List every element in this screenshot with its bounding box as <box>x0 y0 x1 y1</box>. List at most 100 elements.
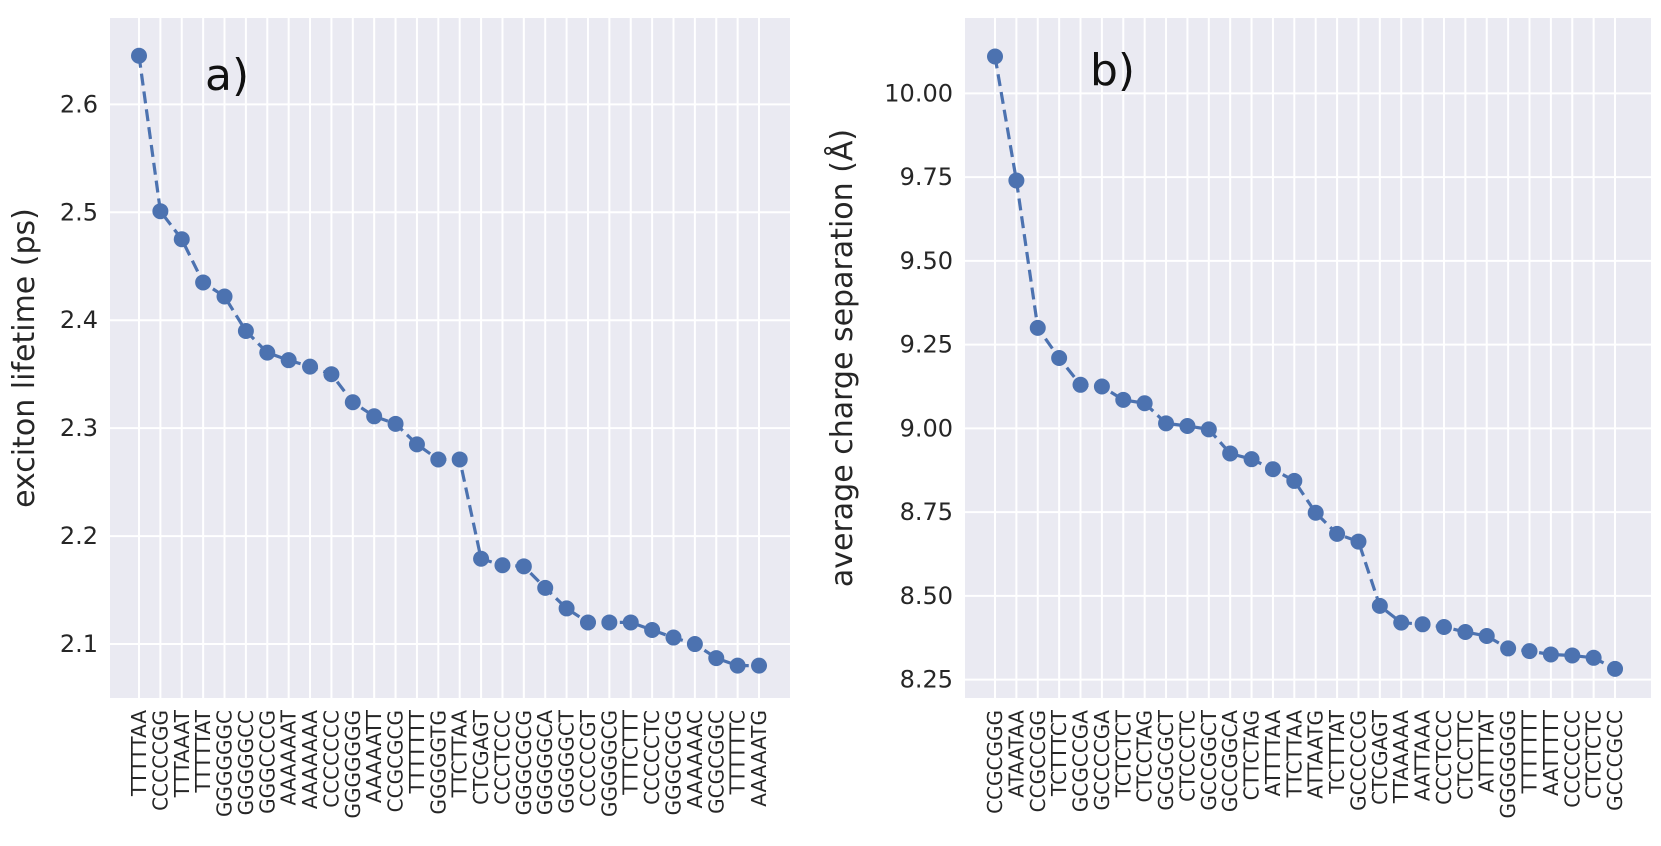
panel-b-x-tick-label: ATTTTAT <box>1475 709 1499 793</box>
panel-b-data-point <box>1158 415 1175 432</box>
panel-a-y-axis-label: exciton lifetime (ps) <box>7 208 42 508</box>
panel-b-data-point <box>1457 624 1474 641</box>
panel-a-x-tick-label: GGGCGCG <box>662 710 686 815</box>
panel-a-x-tick-label: TTTCTTT <box>619 709 643 795</box>
panel-a-x-tick-label: CTCGAGT <box>469 709 493 805</box>
panel-b-x-tick-label: GCCCCGA <box>1090 710 1114 811</box>
panel-a-y-tick-label: 2.3 <box>60 414 98 442</box>
panel-b-data-point <box>1607 660 1624 677</box>
panel-b-data-point <box>1393 614 1410 631</box>
panel-a-x-ticks: TTTTTAACCCCCGGTTTAAATTTTTTATGGGGGGCGGGGG… <box>127 709 771 818</box>
panel-b-data-point <box>1371 597 1388 614</box>
panel-a-x-tick-label: GGGGGGC <box>213 710 237 817</box>
panel-b-x-tick-label: TCTTTAT <box>1325 709 1349 795</box>
panel-a-x-tick-label: GGGCGCG <box>512 710 536 815</box>
panel-a-data-point <box>152 203 169 220</box>
panel-a-x-tick-label: CCCTCCC <box>490 710 514 805</box>
panel-a-x-tick-label: TTTTTAA <box>127 710 151 797</box>
panel-a-label: a) <box>205 50 249 101</box>
panel-b-y-tick-label: 8.50 <box>900 582 953 610</box>
panel-a-data-point <box>665 629 682 646</box>
panel-b-y-tick-label: 9.25 <box>900 331 953 359</box>
panel-b-y-tick-label: 8.75 <box>900 498 953 526</box>
panel-b-data-point <box>987 48 1003 65</box>
panel-a-points <box>131 47 768 674</box>
panel-a-x-tick-label: TTTTTTT <box>405 709 429 794</box>
panel-b-y-tick-label: 9.00 <box>900 414 953 442</box>
panel-b-x-tick-label: GCCCGCC <box>1603 710 1627 811</box>
panel-b-x-tick-label: GCCCCCG <box>1346 710 1370 811</box>
panel-a-data-point <box>729 657 746 674</box>
panel-a-x-tick-label: AAAAAAA <box>298 710 322 809</box>
panel-a-data-point <box>430 451 447 468</box>
panel-b-data-point <box>1585 649 1602 666</box>
panel-b-y-tick-label: 9.50 <box>900 247 953 275</box>
panel-a-x-tick-label: GCGCGGC <box>704 710 728 814</box>
panel-a-y-tick-label: 2.4 <box>60 306 98 334</box>
panel-a-y-ticks: 2.1 2.2 2.3 2.4 2.5 2.6 <box>60 90 98 658</box>
panel-b-x-tick-label: TCTTTCT <box>1047 709 1071 797</box>
panel-a-x-tick-label: TTTTTTC <box>726 710 750 795</box>
panel-a-data-point <box>473 550 490 567</box>
panel-b-x-tick-label: TTAAAAA <box>1389 710 1413 804</box>
panel-a-data-point <box>751 657 768 674</box>
panel-a-x-tick-label: AAAAATT <box>362 709 386 803</box>
panel-b-x-tick-label: CTCCTAG <box>1133 710 1157 802</box>
panel-b-data-point <box>1051 350 1068 366</box>
panel-b-data-point <box>1008 172 1025 189</box>
panel-b-y-axis-label: average charge separation (Å) <box>824 129 860 587</box>
panel-a-x-tick-label: TTTAAAT <box>170 709 194 798</box>
panel-a-data-point <box>644 622 661 638</box>
panel-b-data-point <box>1179 418 1196 434</box>
panel-b-x-tick-label: CTCCTTC <box>1453 710 1477 800</box>
panel-a-x-tick-label: CCCCCGT <box>576 709 600 807</box>
panel-b-data-point <box>1029 319 1046 336</box>
panel-b-x-tick-label: CCCCCCC <box>1560 710 1584 808</box>
panel-b-data-point <box>1093 378 1110 395</box>
panel-a-data-point <box>558 600 575 617</box>
panel-a-data-point <box>259 344 276 361</box>
panel-a-data-point <box>216 288 233 305</box>
panel-b-x-tick-label: AATTAAA <box>1411 710 1435 801</box>
panel-b-data-point <box>1414 616 1431 633</box>
panel-a-plot-area <box>110 18 790 698</box>
panel-b-data-point <box>1115 391 1132 408</box>
panel-b-x-tick-label: CCGCCGG <box>1026 710 1050 812</box>
panel-a-data-point <box>366 408 383 425</box>
panel-b-data-point <box>1243 451 1260 468</box>
panel-b-data-point <box>1264 461 1281 478</box>
panel-b-x-tick-label: GGGGGGG <box>1496 710 1520 819</box>
panel-b-data-point <box>1521 643 1538 660</box>
panel-b-data-point <box>1478 628 1495 645</box>
panel-b-x-tick-label: ATTTTAA <box>1261 710 1285 797</box>
panel-b-data-point <box>1329 525 1346 542</box>
panel-b-x-tick-label: GCGCCGA <box>1069 710 1093 812</box>
panel-a-x-tick-label: GGGGGTG <box>426 710 450 815</box>
panel-b-y-tick-label: 8.25 <box>900 666 953 694</box>
panel-a-y-tick-label: 2.1 <box>60 630 98 658</box>
panel-a-x-tick-label: GGGGGCA <box>533 710 557 815</box>
panel-b-x-tick-label: TCTCTCT <box>1111 709 1135 798</box>
panel-a-data-point <box>344 394 361 411</box>
panel-b-y-tick-label: 9.75 <box>900 163 953 191</box>
panel-b-x-tick-label: GCCGGCT <box>1197 709 1221 810</box>
panel-b-data-point <box>1435 618 1452 635</box>
panel-a-y-tick-label: 2.5 <box>60 198 98 226</box>
panel-a-x-tick-label: GGGGGCC <box>234 710 258 815</box>
panel-a-x-tick-label: GGGCCCG <box>255 710 279 814</box>
panel-b-data-point <box>1222 445 1239 462</box>
panel-b-x-tick-label: TTTTTTT <box>1518 709 1542 794</box>
panel-b-x-tick-label: GCGCGCT <box>1154 709 1178 810</box>
panel-b-x-tick-label: GCCGGCA <box>1218 710 1242 812</box>
panel-a-data-point <box>494 557 511 574</box>
panel-a-data-point <box>280 352 297 369</box>
panel-a-data-point <box>622 614 639 631</box>
panel-a: 2.1 2.2 2.3 2.4 2.5 2.6 TTTTTAACCCCCGGTTTAAAT… <box>7 18 790 819</box>
panel-b-x-tick-label: CTCCCTC <box>1175 710 1199 802</box>
panel-b-data-point <box>1072 376 1089 393</box>
panel-a-x-tick-label: GGGGGGG <box>341 710 365 819</box>
panel-b-data-point <box>1500 640 1517 657</box>
panel-b-x-tick-label: CCCTCCC <box>1432 710 1456 805</box>
panel-a-x-tick-label: AAAAAAT <box>277 709 301 805</box>
panel-a-x-tick-label: AAAAAAC <box>683 710 707 809</box>
